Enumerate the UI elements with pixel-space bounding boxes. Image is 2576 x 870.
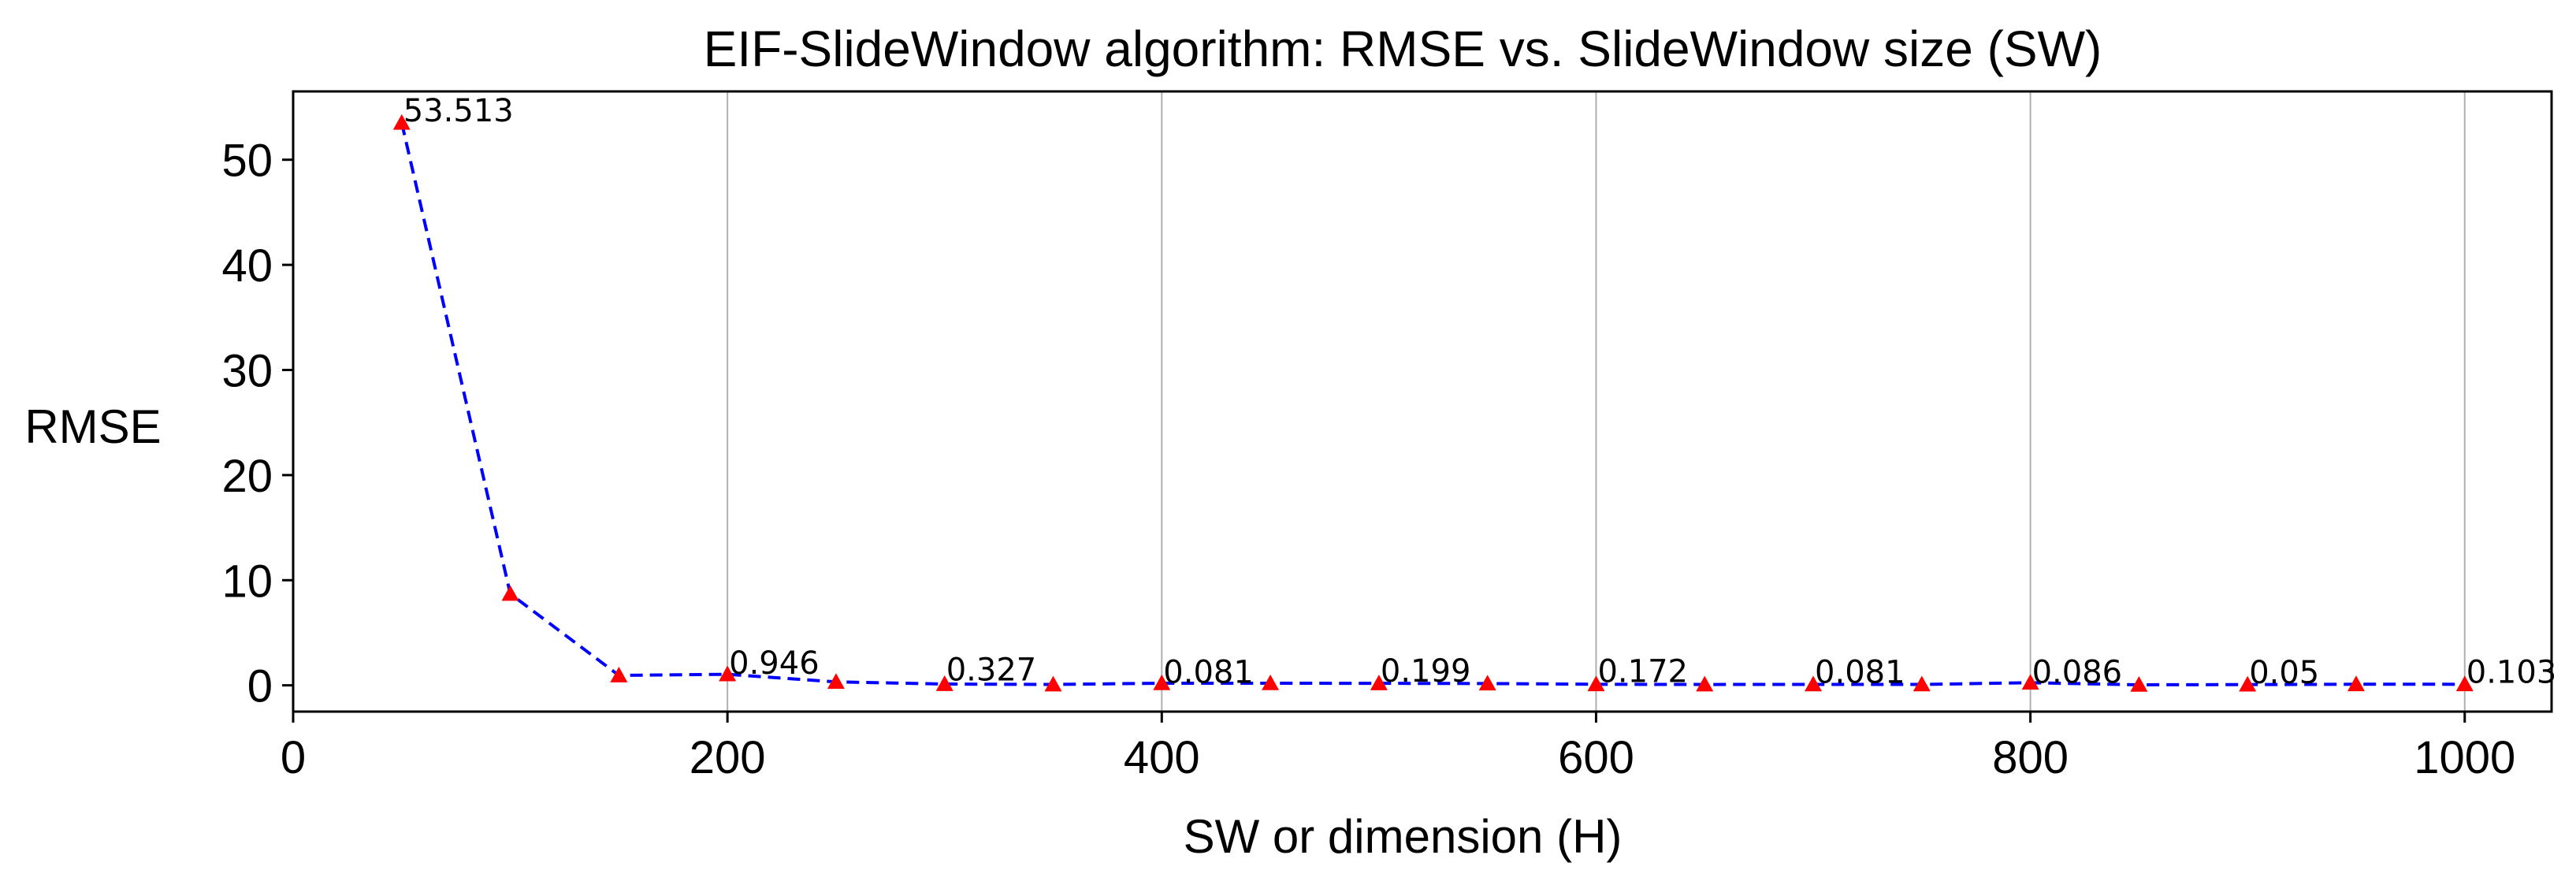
data-label: 0.103 — [2466, 654, 2557, 690]
x-tick-label: 200 — [690, 732, 766, 783]
y-tick-label: 10 — [221, 556, 273, 607]
data-point-marker — [392, 113, 411, 130]
data-point-marker — [719, 665, 737, 682]
data-label: 53.513 — [403, 93, 514, 129]
y-tick-label: 20 — [221, 451, 273, 502]
data-point-marker — [1696, 675, 1714, 692]
data-point-marker — [827, 673, 845, 690]
data-point-marker — [1370, 675, 1388, 690]
x-tick-label: 600 — [1558, 732, 1634, 783]
data-point-marker — [1478, 675, 1496, 691]
data-label: 0.199 — [1381, 653, 1471, 690]
data-label: 0.172 — [1597, 653, 1688, 690]
data-point-marker — [1044, 675, 1062, 692]
data-point-marker — [610, 667, 628, 682]
x-gridlines — [727, 91, 2466, 712]
x-tick-label: 400 — [1124, 732, 1200, 783]
x-tick-label: 800 — [1992, 732, 2069, 783]
data-label: 0.081 — [1163, 655, 1254, 691]
series-line — [400, 122, 2465, 686]
data-label: 0.05 — [2249, 655, 2319, 691]
data-point-marker — [2021, 674, 2039, 690]
data-label: 0.086 — [2032, 655, 2123, 691]
data-point-marker — [2347, 675, 2365, 692]
axis-ticks: 0 200 400 600 800 1000 0 10 20 30 40 50 — [221, 136, 2515, 783]
data-point-marker — [1587, 675, 1605, 692]
y-tick-label: 40 — [221, 240, 273, 292]
data-point-marker — [1262, 674, 1280, 690]
data-label: 0.946 — [729, 645, 820, 682]
data-point-marker — [935, 675, 953, 691]
data-point-marker — [1805, 675, 1823, 692]
data-labels: 53.513 0.946 0.327 0.081 0.199 0.172 0.081 0.08… — [403, 93, 2556, 691]
x-tick-label: 1000 — [2414, 732, 2515, 783]
x-tick-label: 0 — [281, 732, 306, 783]
data-point-marker — [1153, 674, 1171, 690]
plot-frame — [292, 90, 2553, 713]
data-label: 0.327 — [946, 652, 1037, 688]
data-point-marker — [501, 585, 519, 601]
y-axis-label: RMSE — [24, 400, 161, 453]
x-axis-label: SW or dimension (H) — [1184, 810, 1623, 863]
data-point-marker — [2130, 675, 2148, 692]
data-point-marker — [1912, 675, 1931, 692]
y-tick-label: 50 — [221, 136, 273, 187]
chart-title: EIF-SlideWindow algorithm: RMSE vs. Slid… — [704, 20, 2102, 77]
series-layer — [392, 113, 2474, 692]
data-point-marker — [2239, 675, 2257, 692]
data-point-marker — [2455, 675, 2474, 692]
data-label: 0.081 — [1815, 655, 1905, 691]
y-tick-label: 0 — [247, 661, 273, 712]
y-tick-label: 30 — [221, 345, 273, 396]
